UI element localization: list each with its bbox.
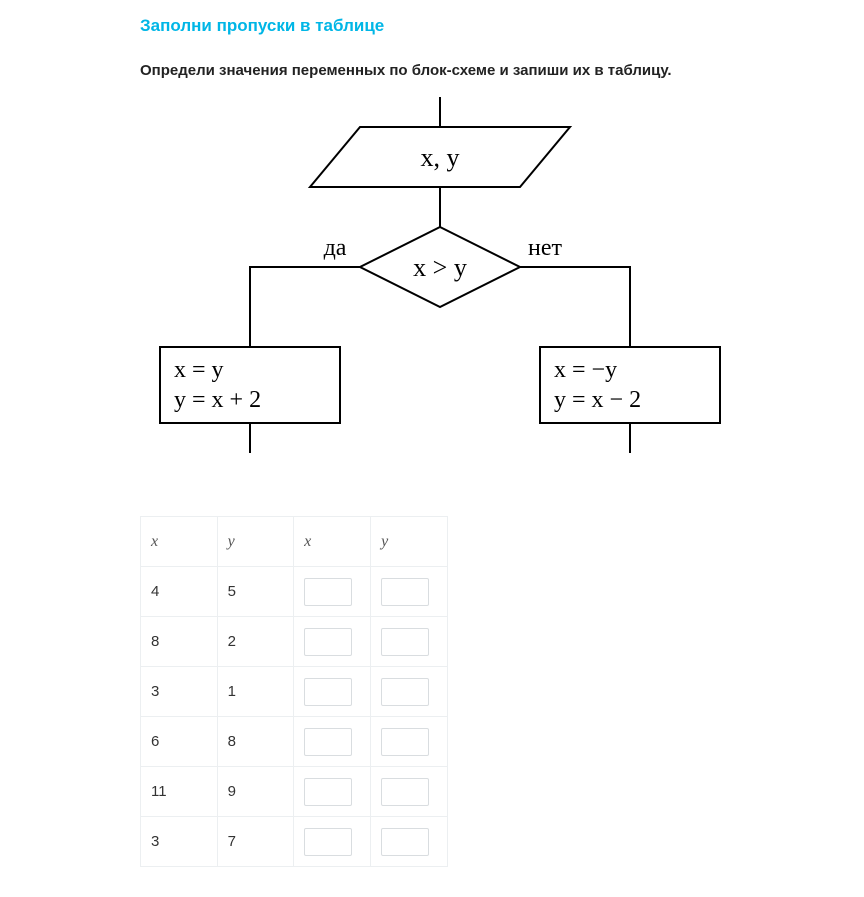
cell-x-in: 4	[141, 567, 218, 617]
cell-x-out	[294, 717, 371, 767]
table-row: 31	[141, 667, 448, 717]
cell-x-in: 3	[141, 667, 218, 717]
answer-input-y[interactable]	[381, 728, 429, 756]
exercise-title: Заполни пропуски в таблице	[140, 16, 864, 36]
svg-text:нет: нет	[528, 235, 562, 261]
cell-y-in: 7	[217, 817, 294, 867]
cell-y-out	[371, 717, 448, 767]
svg-text:x, y: x, y	[421, 143, 460, 172]
col-header-x-out: x	[294, 517, 371, 567]
answer-input-x[interactable]	[304, 828, 352, 856]
answer-table-wrap: x y x y 4582316811937	[140, 516, 864, 867]
cell-y-in: 2	[217, 617, 294, 667]
cell-y-out	[371, 567, 448, 617]
cell-x-in: 6	[141, 717, 218, 767]
answer-input-y[interactable]	[381, 778, 429, 806]
cell-x-out	[294, 617, 371, 667]
answer-input-y[interactable]	[381, 578, 429, 606]
table-header-row: x y x y	[141, 517, 448, 567]
col-header-y-in: y	[217, 517, 294, 567]
svg-text:x = y: x = y	[174, 357, 224, 383]
answer-input-x[interactable]	[304, 728, 352, 756]
answer-input-x[interactable]	[304, 628, 352, 656]
table-row: 37	[141, 817, 448, 867]
answer-input-x[interactable]	[304, 778, 352, 806]
cell-x-out	[294, 817, 371, 867]
answer-table: x y x y 4582316811937	[140, 516, 448, 867]
cell-x-in: 11	[141, 767, 218, 817]
svg-text:x > y: x > y	[413, 253, 467, 282]
col-header-y-out: y	[371, 517, 448, 567]
svg-text:да: да	[324, 235, 347, 261]
answer-input-y[interactable]	[381, 828, 429, 856]
svg-text:y = x + 2: y = x + 2	[174, 387, 261, 413]
cell-y-out	[371, 817, 448, 867]
cell-y-in: 8	[217, 717, 294, 767]
answer-input-x[interactable]	[304, 578, 352, 606]
cell-y-in: 5	[217, 567, 294, 617]
cell-x-out	[294, 767, 371, 817]
cell-x-out	[294, 567, 371, 617]
answer-input-x[interactable]	[304, 678, 352, 706]
svg-text:x = −y: x = −y	[554, 357, 617, 383]
cell-y-in: 9	[217, 767, 294, 817]
cell-y-out	[371, 667, 448, 717]
answer-input-y[interactable]	[381, 628, 429, 656]
table-row: 68	[141, 717, 448, 767]
cell-y-out	[371, 617, 448, 667]
table-row: 45	[141, 567, 448, 617]
flowchart: x, y x > y да x = y y = x + 2 нет x = −y y = x …	[140, 87, 740, 492]
exercise-subtitle: Определи значения переменных по блок-схе…	[140, 62, 864, 79]
table-row: 82	[141, 617, 448, 667]
flowchart-svg: x, y x > y да x = y y = x + 2 нет x = −y y = x …	[140, 87, 740, 487]
col-header-x-in: x	[141, 517, 218, 567]
cell-y-in: 1	[217, 667, 294, 717]
exercise-page: Заполни пропуски в таблице Определи знач…	[0, 0, 864, 897]
svg-text:y = x − 2: y = x − 2	[554, 387, 641, 413]
answer-input-y[interactable]	[381, 678, 429, 706]
cell-x-in: 8	[141, 617, 218, 667]
cell-x-in: 3	[141, 817, 218, 867]
table-row: 119	[141, 767, 448, 817]
cell-y-out	[371, 767, 448, 817]
cell-x-out	[294, 667, 371, 717]
